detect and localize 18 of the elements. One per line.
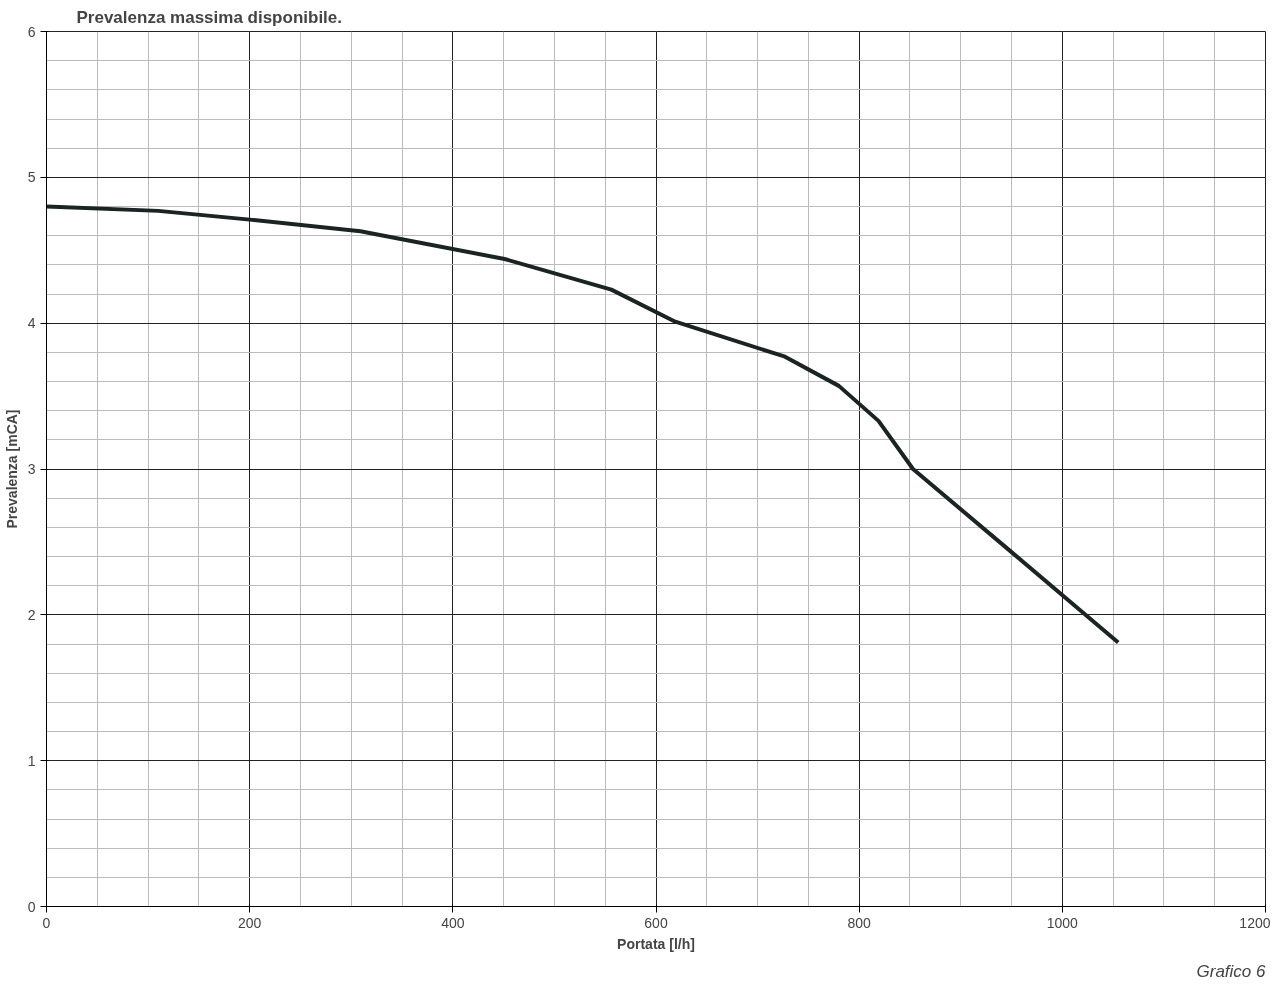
chart-title: Prevalenza massima disponibile. <box>76 7 343 27</box>
x-tick-label: 1000 <box>1046 914 1079 931</box>
x-axis-title: Portata [l/h] <box>617 935 695 952</box>
y-tick-label: 3 <box>27 461 36 477</box>
x-tick-label: 1200 <box>1239 914 1271 931</box>
x-tick-label: 200 <box>237 914 262 931</box>
x-tick-label: 600 <box>644 914 668 931</box>
x-tick-label: 400 <box>441 914 465 931</box>
x-tick-label: 0 <box>42 914 51 931</box>
y-axis-title: Prevalenza [mCA] <box>3 409 20 529</box>
y-tick-label: 5 <box>27 169 36 186</box>
y-tick-label: 4 <box>27 315 36 332</box>
x-tick-label: 800 <box>847 914 872 931</box>
y-tick-label: 0 <box>27 898 36 915</box>
y-tick-label: 6 <box>27 23 36 40</box>
y-tick-label: 2 <box>27 606 36 623</box>
y-tick-label: 1 <box>27 752 36 769</box>
text: Grafico 6 <box>1196 961 1267 981</box>
